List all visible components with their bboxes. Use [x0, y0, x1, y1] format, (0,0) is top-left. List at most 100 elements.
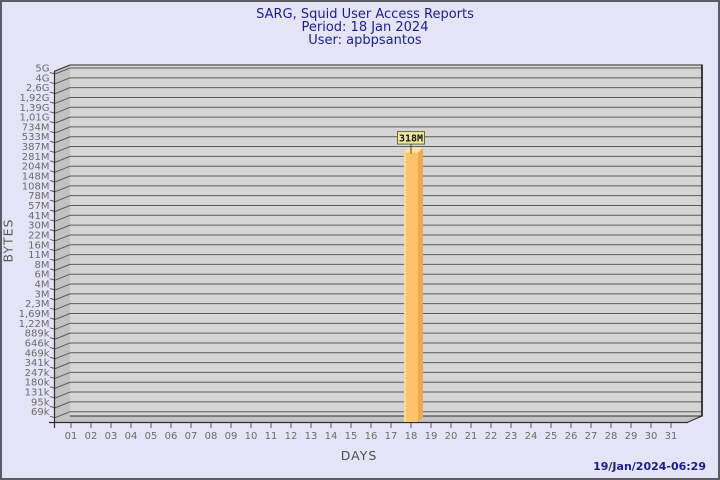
x-tick-label: 27 [585, 431, 598, 442]
y-tick-label: 1,39G [19, 103, 49, 114]
gridline-wall-slant [54, 175, 71, 183]
x-tick-label: 28 [605, 431, 618, 442]
x-tick-label: 14 [325, 431, 338, 442]
y-tick-label: 108M [22, 181, 50, 192]
y-tick-label: 281M [22, 152, 50, 163]
bar-top-face [404, 147, 423, 153]
chart-period: Period: 18 Jan 2024 [301, 20, 429, 35]
y-tick-label: 95k [31, 397, 50, 408]
chart-title: SARG, Squid User Access Reports [256, 7, 474, 22]
y-tick-label: 22M [28, 230, 49, 241]
x-tick-label: 21 [465, 431, 478, 442]
y-tick-label: 41M [28, 211, 49, 222]
y-tick-label: 1,22M [19, 319, 50, 330]
gridline-wall-slant [54, 185, 71, 193]
bar-value-label: 318M [399, 134, 423, 145]
x-tick-label: 26 [565, 431, 578, 442]
y-tick-label: 1,01G [19, 113, 49, 124]
x-tick-label: 09 [225, 431, 238, 442]
y-tick-label: 1,69M [19, 309, 50, 320]
gridline-wall-slant [54, 283, 71, 291]
y-tick-label: 469k [25, 348, 50, 359]
x-tick-label: 08 [205, 431, 218, 442]
y-tick-label: 4M [35, 280, 50, 291]
x-tick-label: 12 [285, 431, 298, 442]
x-tick-label: 10 [245, 431, 258, 442]
y-tick-label: 131k [25, 388, 50, 399]
x-tick-label: 06 [165, 431, 178, 442]
gridline-wall-slant [54, 391, 71, 399]
y-tick-label: 204M [22, 162, 50, 173]
gridline-wall-slant [54, 106, 71, 114]
gridline-wall-slant [54, 371, 71, 379]
gridline-wall-slant [54, 254, 71, 262]
gridline-wall-slant [54, 96, 71, 104]
y-tick-label: 5G [35, 64, 49, 75]
plot-edge-top-diagonal [54, 64, 71, 72]
gridline-wall-slant [54, 116, 71, 124]
gridline-wall-slant [54, 205, 71, 212]
y-tick-label: 57M [28, 201, 49, 212]
gridline-wall-slant [54, 126, 71, 134]
x-tick-label: 19 [425, 431, 438, 442]
gridline-wall-slant [54, 313, 71, 320]
y-tick-label: 646k [25, 338, 50, 349]
x-tick-label: 25 [545, 431, 558, 442]
y-tick-label: 734M [22, 122, 50, 133]
y-tick-label: 8M [35, 260, 50, 271]
gridline-wall-slant [54, 322, 71, 330]
plot-floor [55, 416, 702, 422]
y-tick-label: 387M [22, 142, 50, 153]
gridline-wall-slant [54, 224, 71, 232]
x-tick-label: 13 [305, 431, 318, 442]
gridline-wall-slant [54, 263, 71, 271]
y-tick-label: 247k [25, 368, 50, 379]
x-tick-label: 30 [645, 431, 658, 442]
x-tick-label: 18 [405, 431, 418, 442]
y-axis-title: BYTES [0, 218, 16, 263]
x-tick-label: 31 [665, 431, 678, 442]
y-tick-label: 16M [28, 240, 49, 251]
gridline-wall-slant [54, 77, 71, 85]
y-tick-label: 148M [22, 172, 50, 183]
gridline-wall-slant [54, 136, 71, 144]
gridline-wall-slant [54, 214, 71, 222]
y-tick-label: 341k [25, 358, 50, 369]
x-tick-label: 04 [125, 431, 138, 442]
gridline-wall-slant [54, 401, 71, 409]
plot-back-wall [70, 65, 702, 416]
gridline-wall-slant [54, 87, 71, 95]
gridline-wall-slant [54, 381, 71, 389]
x-tick-label: 03 [105, 431, 118, 442]
x-tick-label: 24 [525, 431, 538, 442]
gridline-wall-slant [54, 411, 71, 419]
y-tick-label: 533M [22, 132, 50, 143]
gridline-wall-slant [54, 195, 71, 203]
gridline-wall-slant [54, 67, 71, 75]
x-tick-label: 11 [265, 431, 278, 442]
gridline-wall-slant [54, 155, 71, 163]
bar-value-label-box [397, 131, 425, 145]
y-tick-label: 2,3M [25, 299, 50, 310]
y-tick-label: 889k [25, 329, 50, 340]
gridline-wall-slant [54, 244, 71, 252]
x-tick-label: 22 [485, 431, 498, 442]
gridline-wall-slant [54, 303, 71, 311]
bar-side-face [418, 147, 423, 422]
gridline-wall-slant [54, 273, 71, 281]
x-tick-label: 15 [345, 431, 358, 442]
y-tick-label: 11M [28, 250, 49, 261]
y-tick-label: 2,6G [26, 83, 50, 94]
gridline-wall-slant [54, 362, 71, 370]
gridline-wall-slant [54, 332, 71, 340]
x-tick-label: 16 [365, 431, 378, 442]
plot-left-wall [55, 65, 70, 422]
gridline-wall-slant [54, 234, 71, 242]
chart-header: SARG, Squid User Access Reports Period: … [12, 8, 718, 47]
y-tick-label: 3M [35, 289, 50, 300]
x-tick-label: 20 [445, 431, 458, 442]
gridline-wall-slant [54, 352, 71, 360]
plot-edge-bottom-diagonal [686, 415, 703, 423]
